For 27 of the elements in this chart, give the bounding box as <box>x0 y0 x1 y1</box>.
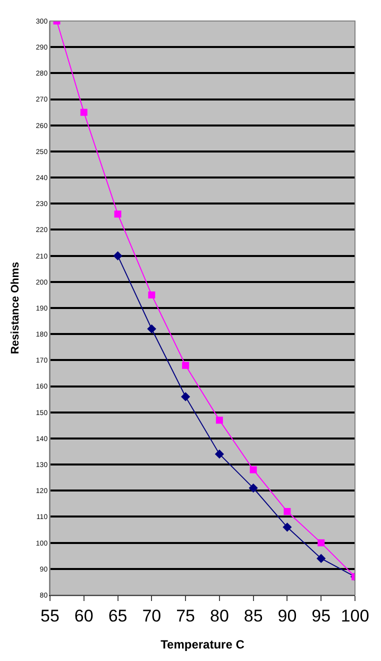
point <box>248 483 258 493</box>
x-tick-label: 65 <box>108 606 128 626</box>
x-tick-label: 95 <box>312 606 331 626</box>
x-tick-label: 90 <box>278 606 297 626</box>
point <box>114 210 122 218</box>
point <box>284 508 291 516</box>
point <box>148 291 156 298</box>
x-tick-label: 80 <box>210 606 229 626</box>
point <box>113 251 122 260</box>
x-tick-label: 75 <box>176 606 196 626</box>
point <box>316 554 326 564</box>
point <box>216 416 223 424</box>
point <box>181 392 190 402</box>
x-tick-label: 85 <box>244 606 263 626</box>
point <box>250 466 257 474</box>
point <box>80 108 88 116</box>
y-axis-title: Resistance Ohms <box>10 262 22 354</box>
x-tick-label: 60 <box>74 606 94 626</box>
x-axis-title: Temperature C <box>160 637 245 652</box>
x-tick-label: 70 <box>142 606 162 626</box>
point <box>214 450 224 459</box>
point <box>182 362 190 369</box>
x-tick-label: 100 <box>340 606 370 626</box>
point <box>147 324 156 334</box>
x-tick-label: 55 <box>40 606 60 626</box>
point <box>318 539 325 546</box>
point <box>282 522 292 532</box>
